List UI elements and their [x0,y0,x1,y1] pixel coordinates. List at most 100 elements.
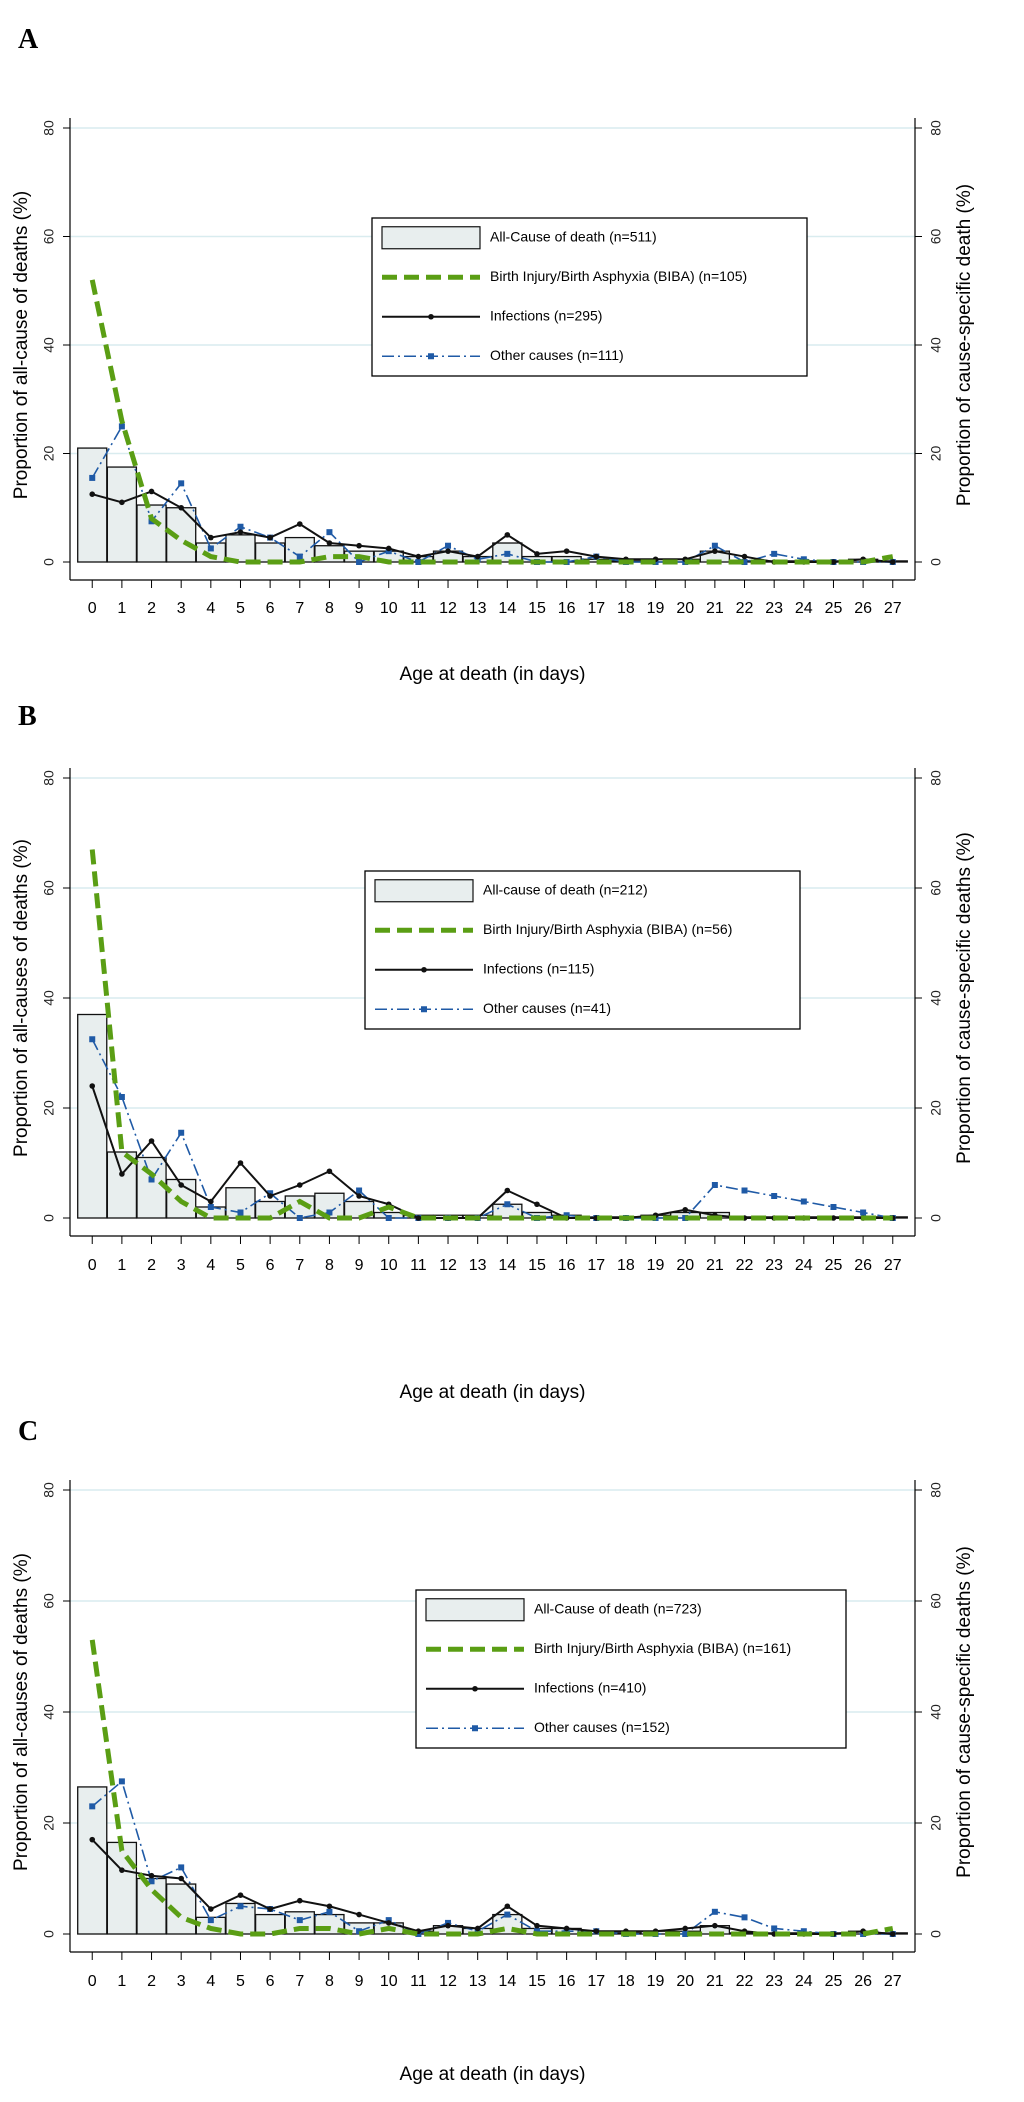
point-infections [119,1867,125,1873]
x-tick-label: 6 [266,1257,275,1274]
x-tick-label: 4 [206,600,215,617]
point-infections [208,1906,214,1912]
x-tick-label: 14 [498,600,516,617]
x-tick-label: 19 [647,600,665,617]
bar-all-cause [77,1786,108,1935]
x-tick-label: 15 [528,1973,546,1990]
point-other-causes [237,1903,244,1910]
right-y-tick-label: 0 [928,558,944,566]
point-other-causes [830,1204,837,1210]
x-tick-label: 0 [88,1257,97,1274]
point-other-causes [356,1187,363,1194]
x-tick-label: 21 [706,600,724,617]
point-infections [326,1168,333,1175]
point-infections [356,1193,362,1199]
point-infections [385,1920,392,1926]
x-tick-label: 22 [736,1257,754,1274]
point-other-causes [237,523,244,530]
x-tick-label: 8 [325,1257,334,1274]
point-infections [593,1928,600,1935]
point-infections [385,545,392,552]
point-other-causes [118,423,125,430]
legend-label: Other causes (n=41) [483,1000,611,1016]
x-tick-label: 13 [469,1973,487,1990]
legend-marker-infections [472,1685,478,1692]
x-tick-label: 25 [825,600,843,617]
point-infections [119,499,125,506]
x-tick-label: 24 [795,600,813,617]
x-tick-label: 24 [795,1973,813,1990]
x-tick-label: 27 [884,600,902,617]
x-tick-label: 15 [528,600,546,617]
right-y-tick-label: 20 [928,1815,944,1831]
x-tick-label: 20 [676,600,694,617]
x-tick-label: 7 [295,600,304,617]
point-other-causes [682,1931,689,1937]
point-other-causes [711,1908,718,1915]
right-y-axis-title: Proportion of cause-specific deaths (%) [954,832,975,1164]
x-axis-title: Age at death (in days) [400,2064,586,2085]
point-other-causes [118,1094,125,1100]
x-tick-label: 7 [295,1973,304,1990]
point-other-causes [296,1917,303,1924]
point-other-causes [860,1209,867,1216]
x-tick-label: 0 [88,1973,97,1990]
right-y-tick-label: 40 [928,1704,944,1720]
point-other-causes [296,553,303,560]
x-tick-label: 26 [854,1973,872,1990]
x-axis-title: Age at death (in days) [400,1382,586,1403]
legend-label: All-cause of death (n=212) [483,881,648,897]
point-infections [148,1872,155,1879]
x-tick-label: 4 [206,1973,215,1990]
point-infections [563,1925,570,1932]
bar-all-cause [254,542,286,563]
legend-marker-other-causes [472,1725,478,1732]
x-tick-label: 22 [736,600,754,617]
left-y-tick-label: 60 [41,880,57,896]
point-other-causes [800,1198,807,1205]
panel-letter: B [18,701,37,732]
right-y-tick-label: 0 [928,1214,944,1222]
right-y-axis-title: Proportion of cause-specific deaths (%) [954,1546,975,1878]
bar-all-cause [106,466,138,563]
left-y-tick-label: 80 [41,1482,57,1498]
point-other-causes [89,1036,96,1043]
point-infections [504,1903,511,1910]
bar-all-cause [136,504,167,563]
left-y-tick-label: 40 [41,1704,57,1720]
point-other-causes [711,542,718,549]
point-infections [682,1206,689,1213]
point-other-causes [711,1182,718,1188]
x-tick-label: 3 [177,600,186,617]
x-tick-label: 1 [117,1973,126,1990]
x-tick-label: 11 [410,1257,427,1274]
point-infections [119,1171,125,1177]
x-tick-label: 6 [266,1973,275,1990]
left-y-tick-label: 40 [41,990,57,1006]
point-infections [267,1193,273,1199]
point-other-causes [296,1215,303,1221]
left-y-axis-title: Proportion of all-cause of deaths (%) [11,191,32,499]
point-other-causes [356,1928,363,1935]
x-tick-label: 23 [765,1973,783,1990]
point-infections [889,1931,896,1937]
point-infections [237,1892,244,1898]
point-other-causes [326,529,333,536]
left-y-tick-label: 40 [41,337,57,353]
point-infections [356,1911,362,1918]
point-infections [415,553,422,560]
x-tick-label: 26 [854,1257,872,1274]
x-tick-label: 19 [647,1973,665,1990]
point-infections [237,529,244,535]
right-y-tick-label: 20 [928,446,944,462]
point-other-causes [504,550,511,557]
x-tick-label: 13 [469,1257,487,1274]
x-tick-label: 12 [439,600,457,617]
x-tick-label: 21 [706,1257,724,1274]
point-other-causes [356,559,363,565]
point-infections [563,548,570,554]
legend-marker-other-causes [428,353,434,360]
x-tick-label: 2 [147,600,156,617]
